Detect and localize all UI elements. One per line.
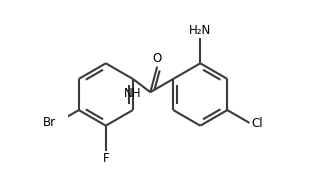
Text: F: F: [102, 152, 109, 165]
Text: Cl: Cl: [251, 117, 263, 130]
Text: H₂N: H₂N: [189, 24, 212, 37]
Text: Br: Br: [42, 116, 56, 129]
Text: NH: NH: [124, 87, 141, 100]
Text: O: O: [152, 52, 162, 65]
